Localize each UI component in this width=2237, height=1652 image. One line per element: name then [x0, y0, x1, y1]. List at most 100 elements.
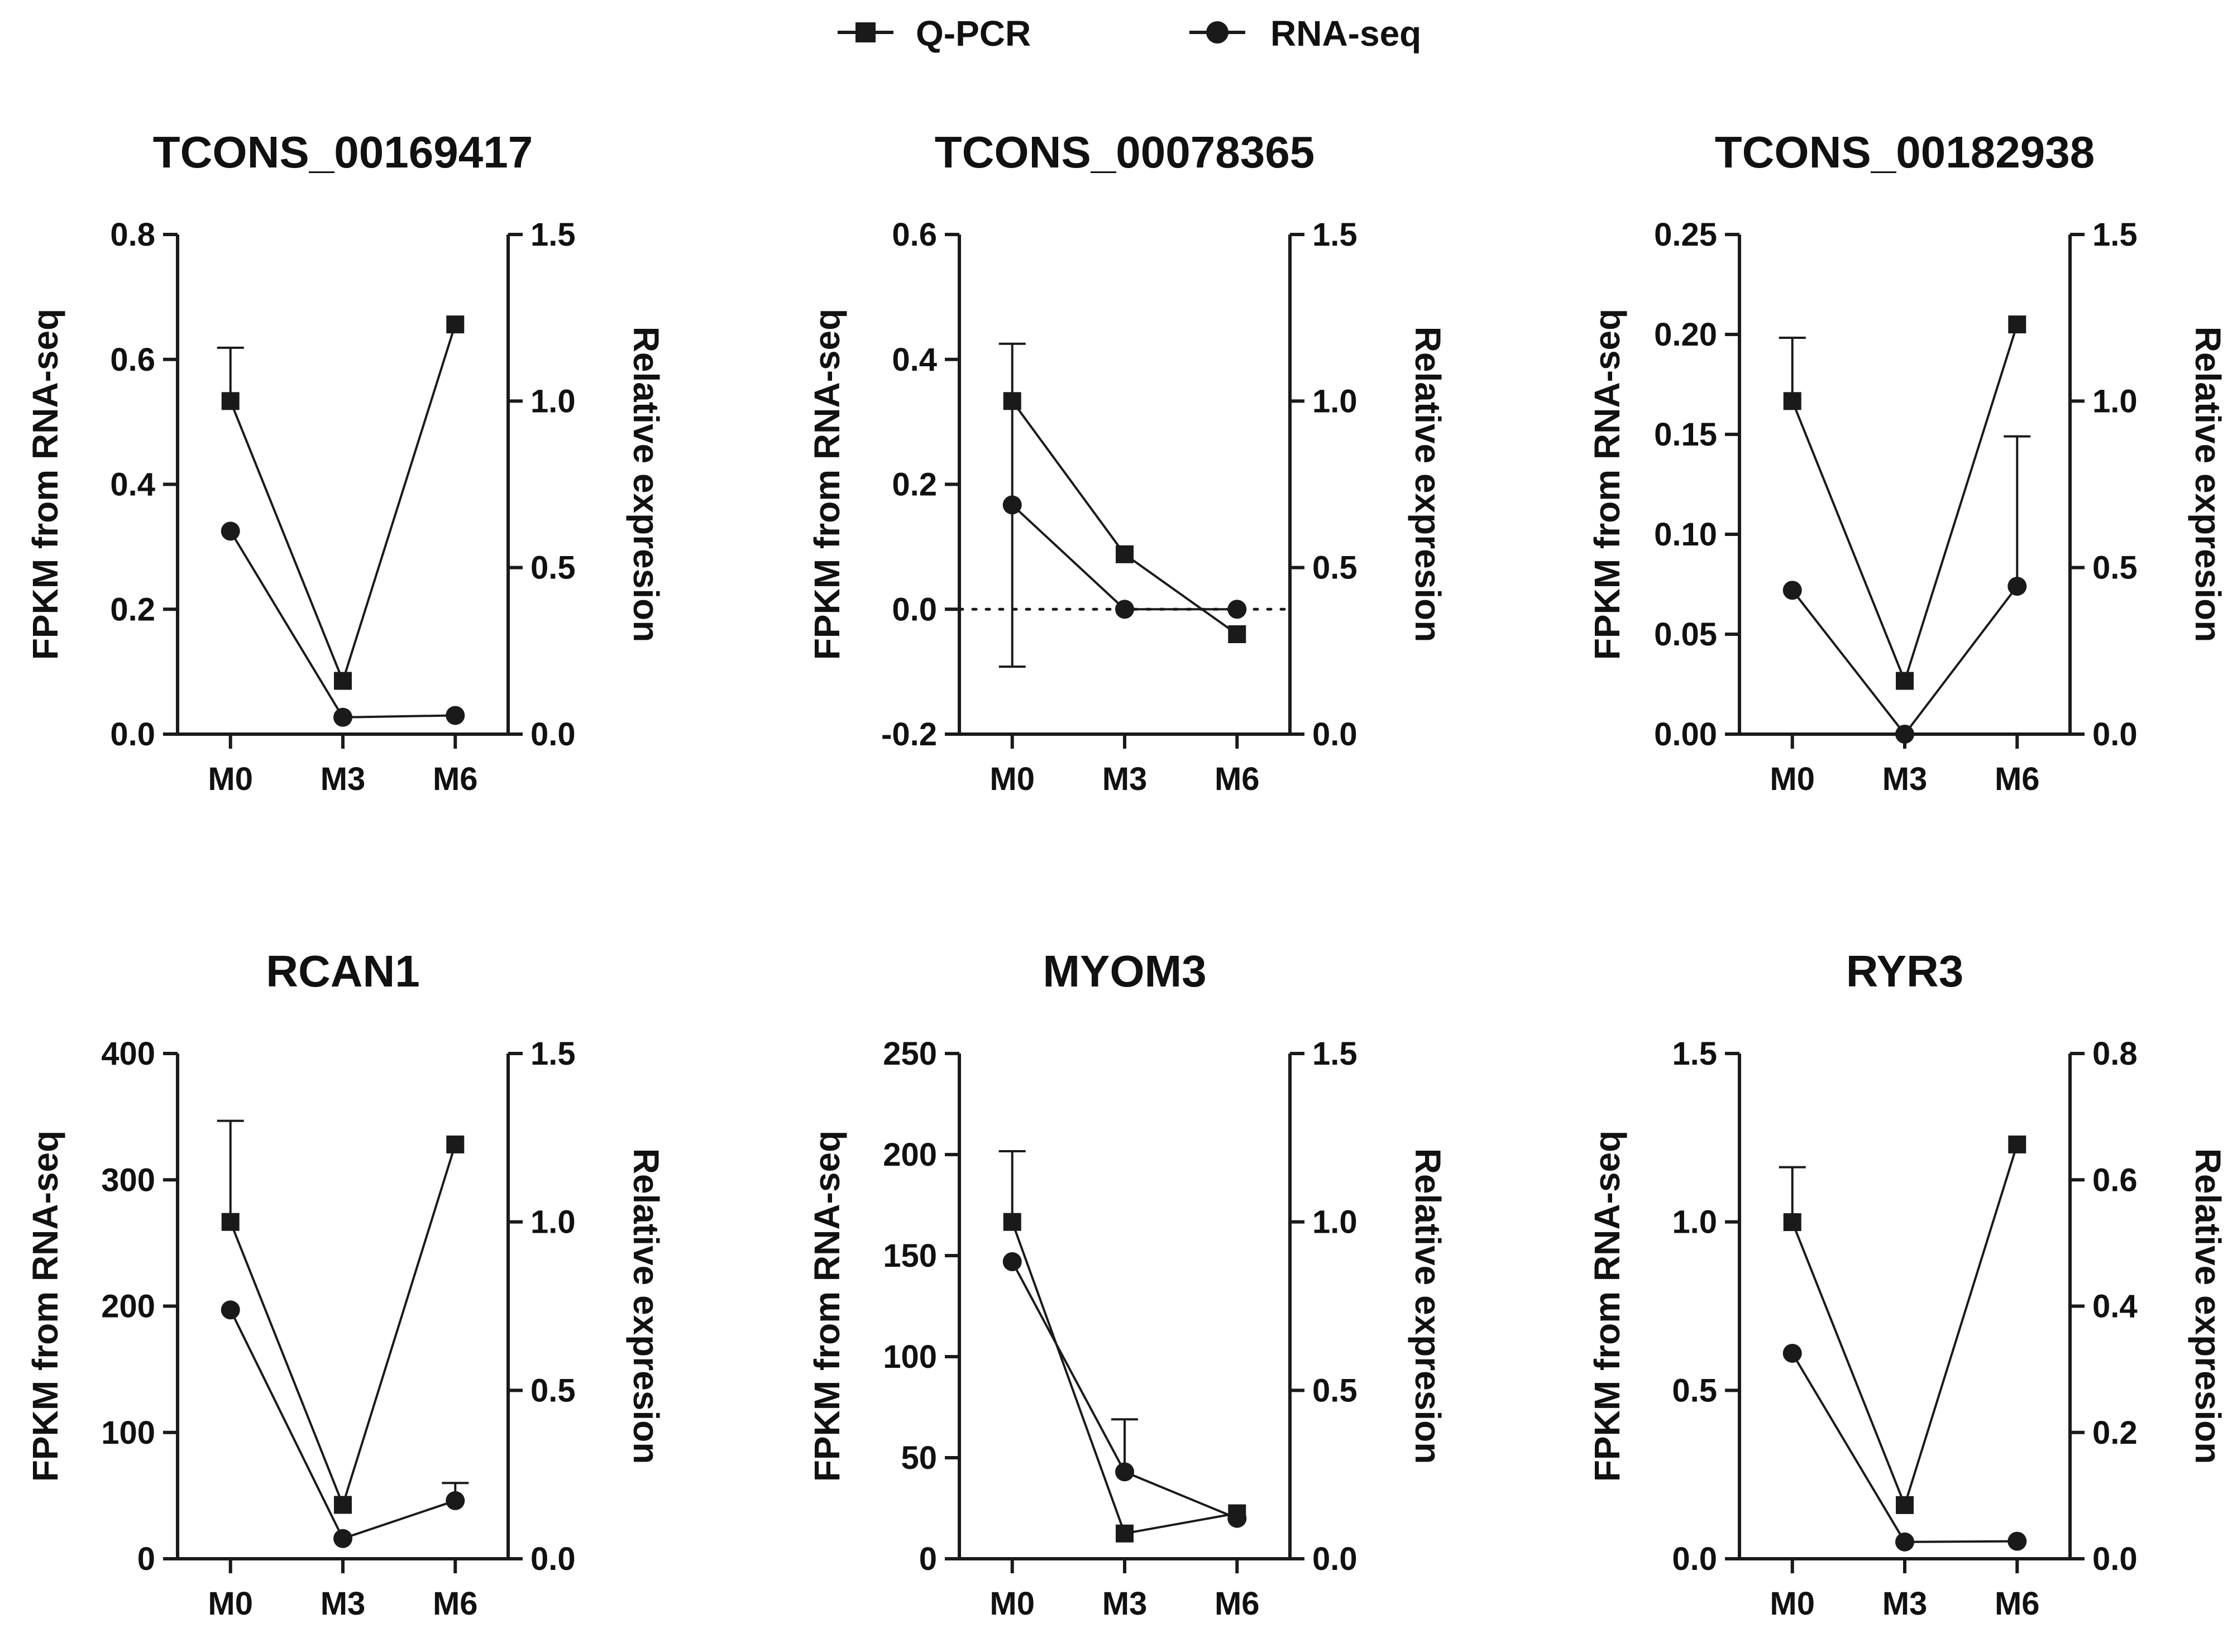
legend: Q-PCR RNA-seq	[838, 13, 1421, 54]
left-tick-label: 0.4	[110, 467, 155, 503]
rnaseq-circle-marker	[1002, 495, 1022, 515]
legend-rnaseq-label: RNA-seq	[1270, 13, 1421, 54]
right-tick-label: 0.0	[2092, 716, 2138, 753]
right-tick-label: 0.6	[2092, 1162, 2138, 1198]
qpcr-series-line	[1791, 324, 2019, 684]
rnaseq-circle-marker	[1227, 600, 1247, 619]
y-axis-label-left: FPKM from RNA-seq	[25, 1131, 65, 1482]
left-tick-label: 0	[137, 1541, 155, 1577]
chart-title: RCAN1	[266, 946, 420, 996]
x-tick-label: M0	[1770, 761, 1815, 797]
left-tick-label: 300	[101, 1162, 155, 1198]
qpcr-series-line	[229, 1144, 457, 1509]
right-tick-label: 0.2	[2092, 1415, 2138, 1451]
chart-panels: TCONS_00169417 0.0 0.2 0.4 0.6 0.8 0.0 0.5 1.0 1.…	[25, 127, 2228, 1622]
right-tick-label: 1.0	[1312, 383, 1358, 419]
right-tick-label: 0.5	[530, 1372, 576, 1409]
y-axis-label-right: Relative expresion	[1408, 1148, 1448, 1464]
right-tick-label: 0.0	[1312, 716, 1358, 753]
left-tick-label: 0.20	[1654, 317, 1717, 353]
qpcr-square-marker	[446, 1135, 465, 1153]
x-tick-label: M6	[433, 761, 478, 797]
left-tick-label: 0.0	[892, 591, 937, 628]
qpcr-square-marker	[2008, 1135, 2026, 1153]
qpcr-square-marker	[1783, 392, 1801, 410]
y-axis-label-left: FPKM from RNA-seq	[1587, 1131, 1627, 1482]
right-tick-label: 1.5	[2092, 217, 2138, 253]
left-tick-label: 200	[101, 1289, 155, 1325]
left-tick-label: 100	[101, 1415, 155, 1451]
right-tick-label: 1.5	[530, 1036, 576, 1072]
right-tick-label: 0.5	[1312, 550, 1358, 586]
x-tick-label: M3	[321, 1586, 366, 1622]
legend-qpcr-label: Q-PCR	[916, 13, 1031, 54]
rnaseq-circle-marker	[1782, 581, 1802, 600]
qpcr-square-marker	[334, 1496, 352, 1514]
chart-title: MYOM3	[1043, 946, 1206, 996]
chart-panel-3: TCONS_00182938 0.00 0.05 0.10 0.15 0.20 0.25 0.…	[1587, 127, 2228, 797]
rnaseq-circle-marker	[446, 706, 465, 725]
left-tick-label: 1.0	[1672, 1204, 1717, 1241]
rnaseq-circle-marker	[1227, 1509, 1247, 1528]
rnaseq-circle-marker	[1782, 1343, 1802, 1363]
left-tick-label: 100	[883, 1339, 937, 1375]
right-tick-label: 1.0	[2092, 383, 2138, 419]
qpcr-square-marker	[1783, 1213, 1801, 1232]
left-tick-label: 200	[883, 1137, 937, 1173]
left-tick-label: 400	[101, 1036, 155, 1072]
right-tick-label: 1.0	[530, 1204, 576, 1241]
rnaseq-circle-marker	[446, 1491, 465, 1510]
left-tick-label: 0.0	[110, 716, 155, 753]
left-tick-label: 50	[901, 1440, 937, 1476]
right-tick-label: 0.0	[530, 716, 576, 753]
y-axis-label-left: FPKM from RNA-seq	[1587, 309, 1627, 660]
x-tick-label: M3	[1102, 761, 1148, 797]
x-tick-label: M3	[321, 761, 366, 797]
x-tick-label: M6	[1215, 1586, 1260, 1622]
rnaseq-circle-marker	[1115, 1462, 1134, 1482]
qpcr-square-marker	[1116, 1524, 1134, 1543]
x-tick-label: M6	[1995, 1586, 2040, 1622]
x-tick-label: M3	[1882, 761, 1928, 797]
left-tick-label: 0.6	[892, 217, 937, 253]
qpcr-square-marker	[334, 672, 352, 690]
left-tick-label: 0	[919, 1541, 937, 1577]
chart-title: TCONS_00078365	[935, 127, 1315, 177]
x-tick-label: M3	[1102, 1586, 1148, 1622]
left-tick-label: 0.15	[1654, 416, 1717, 453]
rnaseq-circle-marker	[221, 521, 240, 541]
left-tick-label: 0.00	[1654, 716, 1717, 753]
right-tick-label: 1.5	[530, 217, 576, 253]
left-tick-label: 0.5	[1672, 1372, 1717, 1409]
rnaseq-circle-marker	[1115, 600, 1134, 619]
x-tick-label: M6	[433, 1586, 478, 1622]
y-axis-label-left: FPKM from RNA-seq	[807, 309, 847, 660]
x-tick-label: M6	[1995, 761, 2040, 797]
x-tick-label: M0	[208, 1586, 253, 1622]
left-tick-label: 0.6	[110, 342, 155, 378]
rnaseq-circle-marker	[1895, 725, 1914, 744]
y-axis-label-right: Relative expresion	[2188, 1148, 2228, 1464]
qpcr-series-line	[1011, 1221, 1237, 1535]
y-axis-label-right: Relative expresion	[1408, 327, 1448, 643]
y-axis-label-left: FPKM from RNA-seq	[25, 309, 65, 660]
left-tick-label: 0.2	[110, 591, 155, 628]
left-tick-label: 150	[883, 1238, 937, 1274]
x-tick-label: M0	[208, 761, 253, 797]
chart-panel-4: RCAN1 0 100 200 300 400 0.0 0.5 1.0 1.5 M0 M3 M6 FPKM…	[25, 946, 666, 1622]
chart-title: TCONS_00169417	[153, 127, 533, 177]
right-tick-label: 1.0	[1312, 1204, 1358, 1241]
right-tick-label: 0.5	[2092, 550, 2138, 586]
left-tick-label: -0.2	[881, 716, 937, 753]
qpcr-square-marker	[221, 392, 240, 410]
rnaseq-series-line	[1791, 585, 2018, 736]
qpcr-square-marker	[221, 1213, 240, 1231]
qpcr-series-line	[229, 324, 457, 684]
y-axis-label-right: Relative expresion	[2188, 327, 2228, 643]
x-tick-label: M0	[1770, 1586, 1815, 1622]
legend-rnaseq: RNA-seq	[1189, 13, 1421, 54]
left-tick-label: 0.05	[1654, 616, 1717, 653]
legend-qpcr: Q-PCR	[838, 13, 1031, 54]
x-tick-label: M6	[1215, 761, 1260, 797]
